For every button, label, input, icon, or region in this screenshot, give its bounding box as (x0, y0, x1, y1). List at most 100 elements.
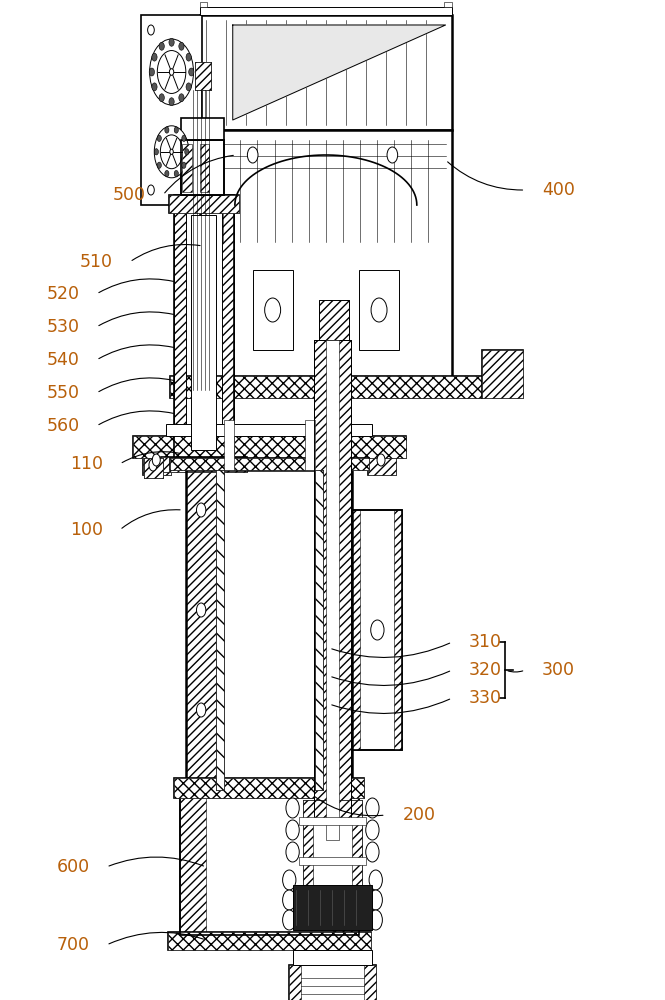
Circle shape (150, 39, 194, 105)
Circle shape (154, 126, 189, 178)
Bar (293, 950, 372, 965)
Circle shape (149, 459, 157, 471)
Bar (180, 780, 359, 935)
Text: 550: 550 (47, 384, 80, 402)
Bar (174, 195, 186, 470)
Bar (181, 140, 224, 195)
Circle shape (152, 454, 160, 466)
Circle shape (265, 298, 281, 322)
Bar (181, 140, 224, 195)
Text: 310: 310 (469, 633, 502, 651)
Bar (314, 340, 351, 840)
Bar (319, 300, 349, 360)
Bar (332, 780, 359, 935)
Bar (326, 340, 339, 840)
Circle shape (189, 68, 194, 76)
Bar (170, 376, 482, 398)
Bar (319, 300, 349, 360)
Bar (200, 2, 207, 7)
Bar (182, 144, 192, 192)
Bar (313, 820, 352, 895)
Circle shape (174, 127, 178, 133)
Bar (293, 885, 372, 930)
Circle shape (286, 820, 299, 840)
Bar (143, 437, 171, 475)
Circle shape (158, 51, 186, 93)
Bar (222, 195, 234, 470)
Bar (299, 857, 366, 865)
Bar (315, 470, 323, 790)
Circle shape (283, 890, 296, 910)
Bar (195, 62, 211, 90)
Circle shape (336, 623, 346, 637)
Circle shape (366, 798, 379, 818)
Circle shape (160, 135, 183, 169)
Polygon shape (233, 25, 446, 120)
Text: 300: 300 (542, 661, 575, 679)
Bar (191, 215, 216, 450)
Text: 500: 500 (113, 186, 146, 204)
Bar (181, 118, 224, 140)
Bar (216, 470, 224, 790)
Text: 200: 200 (402, 806, 436, 824)
Bar (200, 144, 209, 192)
Bar (314, 340, 351, 840)
Bar (169, 195, 239, 213)
Bar (359, 270, 399, 350)
Bar (289, 965, 376, 1000)
Text: 540: 540 (47, 351, 80, 369)
Bar (315, 470, 323, 790)
Circle shape (157, 162, 162, 168)
Circle shape (182, 135, 186, 141)
Circle shape (197, 703, 206, 717)
Bar (352, 510, 360, 750)
Bar (169, 195, 239, 213)
Circle shape (159, 94, 164, 102)
Circle shape (366, 842, 379, 862)
Circle shape (152, 83, 157, 91)
Bar (482, 350, 523, 398)
Bar (168, 932, 371, 950)
Bar (482, 350, 523, 398)
Circle shape (377, 454, 385, 466)
Bar (186, 470, 352, 790)
Bar (170, 458, 369, 470)
Bar (368, 437, 396, 475)
Bar (161, 457, 247, 472)
Circle shape (366, 820, 379, 840)
Bar (170, 376, 482, 398)
Circle shape (179, 42, 184, 50)
Bar (166, 424, 372, 436)
Circle shape (157, 135, 162, 141)
Bar (141, 15, 202, 205)
Bar (303, 800, 362, 915)
Circle shape (159, 42, 164, 50)
Circle shape (152, 53, 157, 61)
Circle shape (283, 870, 296, 890)
Circle shape (371, 620, 384, 640)
Circle shape (369, 870, 382, 890)
Text: 110: 110 (70, 455, 103, 473)
Bar (216, 470, 224, 790)
Circle shape (185, 149, 189, 155)
Circle shape (182, 162, 186, 168)
Bar (168, 932, 371, 950)
Bar (299, 817, 366, 825)
Circle shape (148, 25, 154, 35)
Circle shape (283, 910, 296, 930)
Circle shape (247, 147, 258, 163)
Circle shape (154, 149, 158, 155)
Circle shape (186, 83, 192, 91)
Circle shape (286, 798, 299, 818)
Bar (394, 510, 402, 750)
Text: 320: 320 (469, 661, 502, 679)
Circle shape (148, 185, 154, 195)
Text: 510: 510 (80, 253, 113, 271)
Bar (174, 778, 364, 798)
Bar (305, 420, 315, 470)
Bar (195, 62, 211, 90)
Bar (352, 510, 402, 750)
Circle shape (387, 147, 398, 163)
Circle shape (197, 603, 206, 617)
Circle shape (169, 98, 174, 106)
